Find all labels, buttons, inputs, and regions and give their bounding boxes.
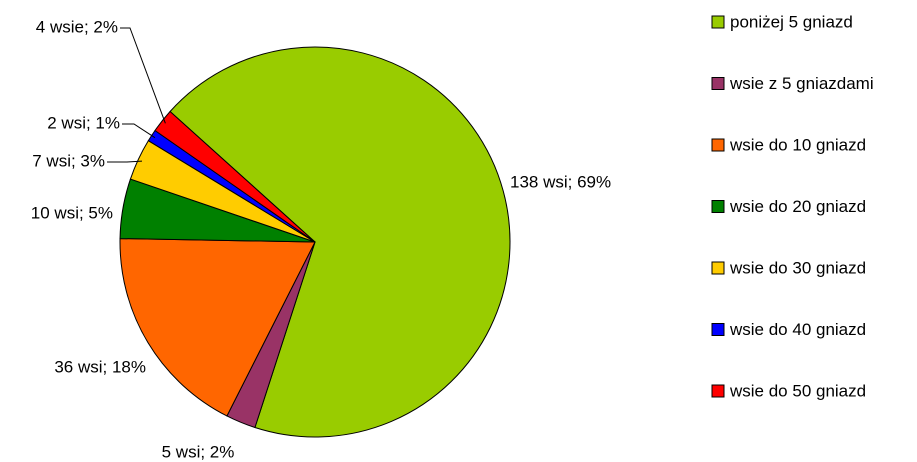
- legend-swatch: [711, 15, 725, 29]
- legend-label: wsie z 5 gniazdami: [729, 74, 874, 93]
- legend-label: wsie do 50 gniazd: [729, 381, 866, 400]
- leader-line: [122, 123, 156, 139]
- data-label: 138 wsi; 69%: [510, 172, 611, 191]
- data-label: 7 wsi; 3%: [32, 151, 105, 170]
- data-label: 10 wsi; 5%: [31, 203, 113, 222]
- leader-line: [120, 27, 166, 124]
- leader-line: [107, 160, 143, 163]
- legend-swatch: [711, 138, 725, 152]
- data-label: 36 wsi; 18%: [54, 357, 146, 376]
- pie-slice: [119, 238, 316, 417]
- data-label: 5 wsi; 2%: [162, 442, 235, 461]
- legend-swatch: [711, 200, 725, 213]
- data-label: 2 wsi; 1%: [47, 113, 120, 132]
- pie-slice: [169, 46, 511, 438]
- legend-swatch: [711, 77, 725, 90]
- legend-swatch: [711, 323, 725, 336]
- pie-slice: [154, 110, 316, 243]
- legend-label: wsie do 20 gniazd: [729, 197, 866, 216]
- legend-swatch: [711, 261, 725, 275]
- legend-label: wsie do 30 gniazd: [729, 258, 866, 277]
- legend-label: poniżej 5 gniazd: [730, 12, 853, 31]
- legend-swatch: [711, 384, 725, 398]
- legend-label: wsie do 40 gniazd: [729, 320, 866, 339]
- legend-label: wsie do 10 gniazd: [729, 135, 866, 154]
- data-label: 4 wsie; 2%: [36, 17, 118, 36]
